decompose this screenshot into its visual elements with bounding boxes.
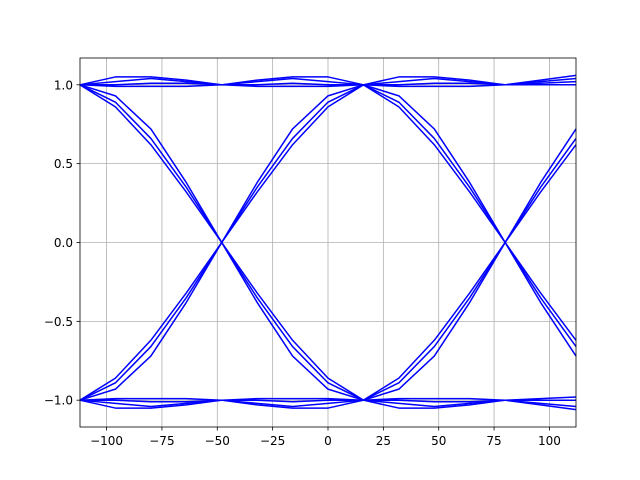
y-tick-label: 0.0 <box>54 236 73 250</box>
y-tick-label: 0.5 <box>54 157 73 171</box>
y-tick-label: 1.0 <box>54 78 73 92</box>
y-axis: 1.0 0.5 0.0 −0.5 −1.0 <box>44 78 80 408</box>
trace-line-3 <box>79 84 577 401</box>
trace-line-9 <box>79 80 577 88</box>
x-tick-label: −50 <box>205 434 230 448</box>
trace-line-5 <box>79 84 577 401</box>
x-tick-label: 50 <box>431 434 446 448</box>
trace-line-1 <box>79 84 577 401</box>
y-tick-label: −1.0 <box>44 394 73 408</box>
x-tick-label: −100 <box>90 434 123 448</box>
trace-line-2 <box>79 84 577 401</box>
traces <box>79 74 577 411</box>
trace-line-13 <box>79 396 577 401</box>
trace-line-6 <box>79 84 577 401</box>
x-tick-label: 75 <box>486 434 501 448</box>
trace-line-4 <box>79 84 577 401</box>
x-tick-label: −25 <box>260 434 285 448</box>
x-tick-label: 0 <box>324 434 332 448</box>
trace-line-14 <box>80 399 576 403</box>
x-tick-label: −75 <box>149 434 174 448</box>
x-axis: −100 −75 −50 −25 0 25 50 75 100 <box>90 427 561 448</box>
x-tick-label: 25 <box>376 434 391 448</box>
trace-line-10 <box>80 82 576 86</box>
x-tick-label: 100 <box>538 434 561 448</box>
y-tick-label: −0.5 <box>44 315 73 329</box>
